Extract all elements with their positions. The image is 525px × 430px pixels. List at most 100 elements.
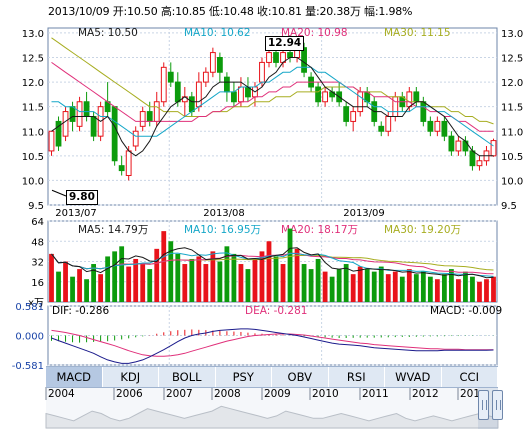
price-tick-left: 10.5 (22, 152, 44, 163)
min-callout-pointer (51, 189, 67, 197)
tab-rsi[interactable]: RSI (329, 367, 385, 387)
macd-tick: 0.000 (15, 332, 44, 343)
quote-header: 2013/10/09 开:10.50 高:10.85 低:10.48 收:10.… (48, 3, 413, 19)
volume-bar (343, 264, 349, 302)
candle-body (118, 165, 125, 172)
volume-bar (189, 258, 195, 302)
price-tick-left: 9.5 (28, 201, 44, 212)
candle-body (238, 86, 244, 103)
candle-body (476, 160, 483, 167)
price-tick-right: 10.5 (501, 152, 523, 163)
volume-bar (357, 266, 363, 302)
price-tick-right: 10.0 (501, 176, 523, 187)
volume-bar (70, 276, 75, 302)
volume-bar (119, 246, 125, 302)
volume-bar (463, 271, 468, 302)
timeline-tick-label: 2009 (264, 388, 291, 400)
volume-bar (168, 241, 174, 302)
tab-macd[interactable]: MACD (46, 367, 103, 387)
price-legend-ma5: MA5: 10.50 (78, 27, 138, 39)
candle-body (111, 106, 118, 162)
volume-bar (456, 279, 461, 302)
tab-boll[interactable]: BOLL (159, 367, 216, 387)
volume-unit: x万 (28, 298, 44, 309)
timeline-tick-label: 2007 (166, 388, 193, 400)
volume-tick: 16 (31, 278, 44, 289)
timeline-area (45, 405, 499, 429)
timeline-tick-label: 2006 (116, 388, 143, 400)
quote-change-label: 幅: (364, 5, 379, 18)
volume-bar (294, 248, 300, 302)
volume-bar (315, 258, 321, 302)
tab-cci[interactable]: CCI (442, 367, 498, 387)
volume-bar (350, 274, 356, 302)
macd-tick: -0.581 (12, 361, 44, 372)
volume-bar (378, 266, 384, 302)
volume-bar (84, 279, 89, 302)
tab-obv[interactable]: OBV (272, 367, 329, 387)
timeline-tick-label: 2008 (214, 388, 241, 400)
volume-legend-ma20: MA20: 18.17万 (281, 224, 358, 236)
volume-bar (91, 264, 97, 302)
dea-label: DEA: -0.281 (245, 305, 307, 317)
candle-body (188, 96, 195, 113)
price-legend-ma10: MA10: 10.62 (184, 27, 251, 39)
quote-low: 10.48 (223, 5, 254, 18)
volume-legend-ma30: MA30: 19.20万 (384, 224, 461, 236)
candle-body (55, 120, 62, 147)
volume-bar (392, 271, 398, 302)
candle-body (153, 101, 160, 122)
timeline-tick-label: 2012 (412, 388, 439, 400)
candle-body (301, 47, 307, 73)
candle-body (48, 130, 55, 152)
volume-bar (420, 271, 426, 302)
macd-dif-line (51, 328, 494, 364)
volume-bar (147, 269, 153, 302)
price-tick-right: 12.0 (501, 78, 523, 89)
candle-body (146, 111, 153, 122)
candle-body (455, 140, 462, 152)
timeline-left-handle[interactable] (478, 390, 489, 420)
volume-bar (245, 269, 251, 302)
tab-psy[interactable]: PSY (216, 367, 272, 387)
volume-bar (196, 256, 202, 302)
price-tick-right: 12.5 (501, 54, 523, 65)
tab-wvad[interactable]: WVAD (385, 367, 442, 387)
volume-bar (224, 246, 230, 302)
candle-body (223, 76, 230, 93)
volume-bar (77, 269, 82, 302)
volume-legend-ma5: MA5: 14.79万 (78, 224, 148, 236)
price-tick-left: 10.0 (22, 176, 44, 187)
candle-body (315, 86, 322, 103)
price-legend-ma30: MA30: 11.15 (384, 27, 451, 39)
volume-bar (252, 258, 258, 302)
macd-value-label: MACD: -0.009 (430, 305, 502, 317)
price-tick-right: 13.0 (501, 29, 523, 40)
quote-change: 1.98% (378, 5, 413, 18)
candle-body (392, 96, 399, 118)
volume-bar (126, 266, 132, 302)
volume-bar (175, 253, 181, 302)
max-price-callout: 12.94 (265, 36, 305, 51)
candle-body (273, 52, 279, 63)
indicator-tab-bar: MACD KDJ BOLL PSY OBV RSI WVAD CCI (46, 366, 498, 388)
quote-volume-label: 量: (305, 5, 320, 18)
volume-bar (182, 264, 188, 302)
candle-body (139, 111, 146, 127)
timeline-right-handle[interactable] (492, 390, 503, 420)
candle-body (69, 106, 76, 122)
price-tick-right: 11.0 (501, 127, 523, 138)
volume-bar (491, 276, 496, 302)
volume-bar (484, 279, 489, 302)
candle-body (357, 91, 364, 113)
price-tick-left: 12.5 (22, 54, 44, 65)
volume-tick: 48 (31, 237, 44, 248)
volume-bar (203, 264, 209, 302)
timeline-tick-label: 2004 (48, 388, 75, 400)
tab-kdj[interactable]: KDJ (103, 367, 159, 387)
date-tick: 2013/07 (55, 208, 97, 219)
quote-close-label: 收: (257, 5, 272, 18)
candle-body (469, 150, 476, 167)
candle-body (266, 52, 272, 63)
volume-bar (49, 253, 54, 302)
